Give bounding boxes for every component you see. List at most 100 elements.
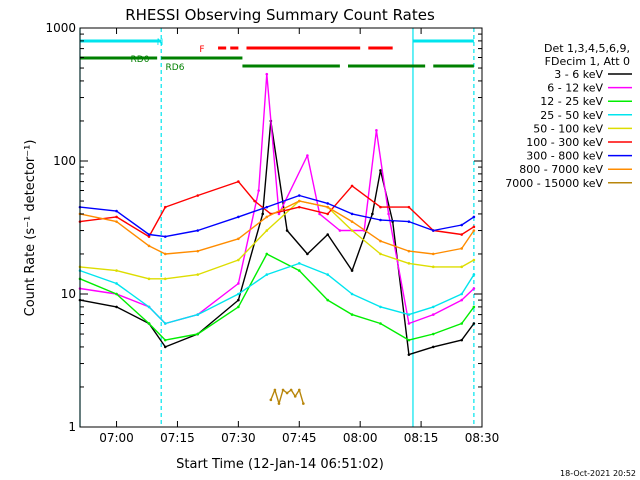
data-point-800-7000-kev-7 [297,199,301,203]
data-point-6-12-kev-7 [265,72,269,76]
y-tick-label-1000: 1000 [45,21,76,35]
annotation-n-label: N [157,38,164,48]
data-point-7000-15000-kev-6 [293,395,297,398]
data-point-300-800-kev-8 [326,202,329,205]
data-point-7000-15000-kev-3 [281,388,285,392]
data-point-100-300-kev-2 [147,235,151,238]
data-point-800-7000-kev-9 [350,220,354,223]
y-tick-label-1: 1 [68,420,76,434]
legend-header-line-0: Det 1,3,4,5,6,9, [544,42,630,55]
annotation-bars: N F RD0 RD6 [80,38,474,73]
data-point-25-50-kev-12 [431,305,435,309]
data-point-100-300-kev-1 [115,215,118,219]
data-point-3-6-kev-9 [306,252,309,256]
data-point-100-300-kev-11 [379,205,382,209]
data-point-50-100-kev-3 [163,277,167,281]
data-point-300-800-kev-6 [265,205,269,209]
legend-label-12-25-kev: 12 - 25 keV [540,95,603,108]
y-axis-label: Count Rate (s⁻¹ detector⁻¹) [23,140,38,317]
data-point-6-12-kev-14 [387,212,390,216]
data-point-6-12-kev-16 [431,313,435,316]
y-axis-ticks: 1 10 100 1000 [45,21,482,434]
data-point-100-300-kev-6 [253,199,256,203]
data-point-7000-15000-kev-5 [289,388,293,392]
data-point-12-25-kev-14 [472,305,476,309]
data-point-6-12-kev-5 [237,282,240,285]
data-point-50-100-kev-11 [407,262,411,265]
data-point-6-12-kev-9 [306,154,309,157]
data-point-12-25-kev-2 [147,322,151,325]
data-point-100-300-kev-8 [297,205,301,209]
annotation-rd6-label: RD6 [166,63,185,73]
data-point-300-800-kev-3 [163,235,167,238]
x-axis-label: Start Time (12-Jan-14 06:51:02) [176,457,384,472]
data-point-7000-15000-kev-8 [302,402,305,405]
data-point-3-6-kev-8 [285,229,289,232]
data-point-100-300-kev-14 [460,233,463,236]
data-point-50-100-kev-13 [460,265,463,269]
data-point-12-25-kev-1 [115,292,118,296]
legend-label-800-7000-kev: 800 - 7000 keV [519,163,603,176]
data-point-3-6-kev-6 [261,212,265,216]
data-point-12-25-kev-11 [407,338,411,342]
data-point-800-7000-kev-6 [265,215,269,219]
data-point-800-7000-kev-10 [379,239,382,243]
data-point-100-300-kev-12 [407,205,411,209]
data-point-12-25-kev-4 [196,332,200,336]
data-point-3-6-kev-5 [237,298,240,302]
data-point-25-50-kev-6 [265,273,269,276]
data-point-7000-15000-kev-1 [273,388,277,392]
data-point-800-7000-kev-13 [460,247,463,250]
data-point-50-100-kev-5 [237,258,240,262]
legend-label-300-800-kev: 300 - 800 keV [526,150,603,163]
data-point-800-7000-kev-1 [115,220,118,223]
legend-label-7000-15000-kev: 7000 - 15000 keV [505,177,603,190]
data-point-50-100-kev-12 [431,265,435,269]
annotation-rd0-label: RD0 [131,55,150,65]
data-point-3-6-kev-16 [431,345,435,349]
data-point-25-50-kev-9 [350,292,354,296]
data-point-800-7000-kev-8 [326,205,329,209]
data-point-300-800-kev-2 [147,233,151,236]
data-point-3-6-kev-17 [460,338,463,342]
data-point-25-50-kev-3 [163,322,167,325]
legend-label-3-6-kev: 3 - 6 keV [554,68,603,81]
data-point-25-50-kev-14 [472,273,476,276]
data-point-6-12-kev-13 [375,129,378,132]
data-point-12-25-kev-8 [326,298,329,302]
data-point-100-300-kev-4 [196,194,200,197]
legend-label-6-12-kev: 6 - 12 keV [547,82,603,95]
data-point-25-50-kev-5 [237,292,240,296]
data-point-800-7000-kev-4 [196,249,200,253]
x-tick-label-07-15: 07:15 [160,431,195,445]
data-point-3-6-kev-12 [371,212,374,216]
data-point-12-25-kev-5 [237,305,240,309]
annotation-f-label: F [199,45,204,55]
data-point-25-50-kev-11 [407,313,411,316]
data-point-3-6-kev-13 [379,169,382,172]
data-point-3-6-kev-11 [350,269,354,272]
x-tick-label-07-30: 07:30 [221,431,256,445]
legend-label-100-300-kev: 100 - 300 keV [526,136,603,149]
footer-timestamp: 18-Oct-2021 20:52 [560,469,636,478]
data-point-3-6-kev-1 [115,305,118,309]
data-point-100-300-kev-9 [326,212,329,216]
data-point-12-25-kev-12 [431,332,435,336]
data-point-50-100-kev-1 [115,269,118,272]
data-point-100-300-kev-5 [237,180,240,183]
data-point-300-800-kev-4 [196,229,200,232]
data-point-800-7000-kev-3 [163,252,167,256]
data-point-300-800-kev-14 [472,215,476,219]
x-tick-label-08-00: 08:00 [343,431,378,445]
legend-header-line-1: FDecim 1, Att 0 [545,55,630,68]
data-point-300-800-kev-7 [297,194,301,197]
chart-title: RHESSI Observing Summary Count Rates [125,6,435,24]
data-point-7000-15000-kev-0 [269,398,273,402]
data-point-12-25-kev-13 [460,322,463,325]
x-tick-label-08-15: 08:15 [404,431,439,445]
data-point-300-800-kev-1 [115,209,118,213]
data-point-800-7000-kev-12 [431,252,435,256]
legend: Det 1,3,4,5,6,9,FDecim 1, Att 03 - 6 keV… [505,42,632,190]
legend-label-50-100-kev: 50 - 100 keV [533,122,603,135]
data-point-12-25-kev-3 [163,338,167,342]
